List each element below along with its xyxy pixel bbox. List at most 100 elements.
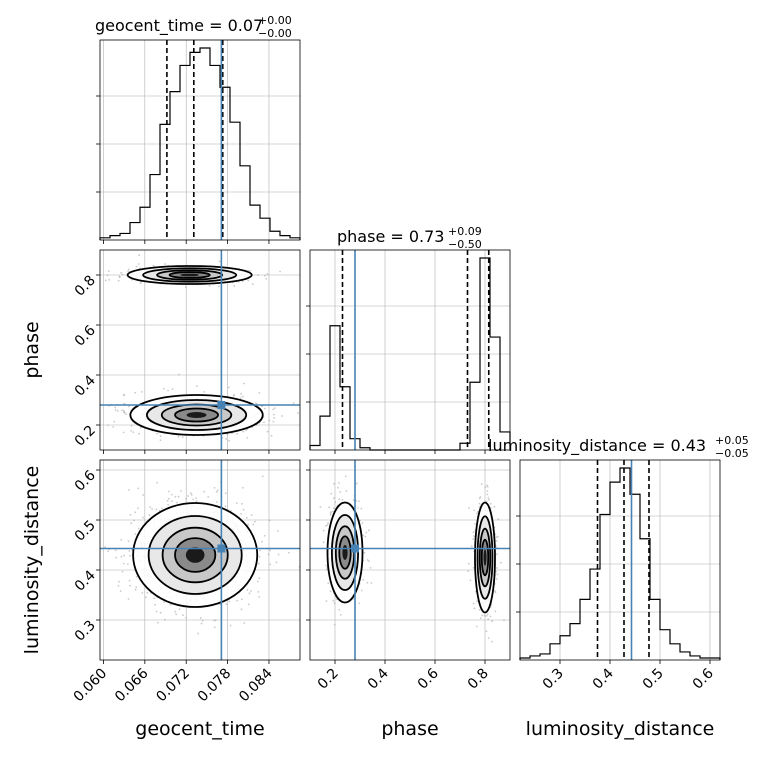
scatter-point bbox=[476, 510, 479, 513]
scatter-point bbox=[467, 570, 470, 572]
scatter-point bbox=[177, 495, 180, 498]
scatter-point bbox=[358, 500, 360, 503]
scatter-point bbox=[236, 599, 239, 602]
scatter-point bbox=[164, 263, 167, 265]
scatter-point bbox=[195, 497, 198, 499]
scatter-point bbox=[130, 522, 133, 525]
ytick-label-phase: 0.6 bbox=[72, 322, 99, 349]
scatter-point bbox=[154, 603, 156, 606]
scatter-point bbox=[333, 602, 336, 605]
scatter-point bbox=[327, 522, 329, 525]
scatter-point bbox=[195, 385, 198, 387]
scatter-point bbox=[264, 274, 266, 277]
contour-0-0 bbox=[126, 265, 253, 285]
scatter-point bbox=[184, 286, 187, 288]
scatter-point bbox=[333, 507, 335, 510]
scatter-point bbox=[57, 276, 59, 278]
scatter-point bbox=[98, 504, 100, 506]
scatter-point bbox=[334, 501, 337, 504]
ytick-label-luminosity-distance: 0.5 bbox=[72, 518, 99, 545]
scatter-point bbox=[361, 522, 364, 524]
scatter-point bbox=[92, 561, 94, 563]
scatter-point bbox=[246, 437, 249, 439]
scatter-point bbox=[108, 278, 111, 281]
title-geocent-time: geocent_time = 0.07 bbox=[95, 16, 263, 36]
scatter-point bbox=[366, 559, 369, 561]
scatter-point bbox=[159, 435, 162, 437]
scatter-point bbox=[114, 409, 117, 411]
scatter-point bbox=[258, 596, 260, 598]
scatter-point bbox=[113, 420, 116, 423]
scatter-point bbox=[117, 410, 119, 412]
scatter-point bbox=[174, 610, 177, 613]
scatter-point bbox=[130, 430, 133, 432]
scatter-point bbox=[215, 501, 218, 503]
ytick-label-phase: 0.4 bbox=[72, 372, 99, 399]
scatter-point bbox=[247, 523, 250, 526]
scatter-point bbox=[169, 603, 172, 606]
contour-0-2 bbox=[156, 269, 224, 281]
scatter-point bbox=[242, 430, 245, 433]
contour-0-0 bbox=[132, 502, 259, 608]
scatter-point bbox=[246, 589, 249, 591]
scatter-point bbox=[159, 611, 162, 614]
scatter-point bbox=[333, 497, 335, 500]
scatter-point bbox=[322, 529, 325, 532]
scatter-point bbox=[263, 407, 266, 410]
scatter-point bbox=[242, 508, 245, 511]
scatter-point bbox=[233, 285, 236, 287]
scatter-point bbox=[495, 540, 498, 542]
scatter-point bbox=[263, 534, 266, 537]
scatter-point bbox=[494, 533, 497, 536]
scatter-point bbox=[213, 619, 215, 622]
scatter-point bbox=[339, 491, 341, 493]
hist-panel-geocent-time bbox=[96, 39, 301, 241]
scatter-point bbox=[497, 535, 499, 538]
scatter-point bbox=[128, 550, 131, 552]
scatter-point bbox=[232, 394, 235, 397]
scatter-point bbox=[155, 508, 158, 511]
scatter-point bbox=[127, 489, 130, 491]
scatter-point bbox=[363, 551, 366, 554]
scatter-point bbox=[187, 495, 190, 497]
scatter-point bbox=[491, 640, 493, 643]
scatter-point bbox=[175, 613, 178, 616]
scatter-point bbox=[120, 539, 123, 541]
truth-marker bbox=[217, 401, 226, 409]
scatter-point bbox=[164, 618, 166, 621]
scatter-point bbox=[287, 551, 290, 554]
ytick-label-luminosity-distance: 0.4 bbox=[72, 567, 99, 594]
scatter-point bbox=[478, 497, 481, 500]
scatter-point bbox=[340, 614, 342, 616]
contour-0-1 bbox=[142, 267, 238, 283]
scatter-point bbox=[292, 402, 295, 404]
scatter-point bbox=[337, 486, 339, 489]
scatter-point bbox=[241, 486, 244, 489]
scatter-point bbox=[245, 517, 248, 519]
scatter-point bbox=[171, 493, 173, 496]
scatter-point bbox=[180, 490, 183, 492]
scatter-point bbox=[123, 411, 126, 414]
scatter-point bbox=[167, 497, 170, 500]
scatter-point bbox=[171, 388, 174, 390]
scatter-point bbox=[267, 553, 270, 556]
scatter-point bbox=[473, 607, 476, 610]
scatter-point bbox=[137, 263, 140, 265]
xlabel-luminosity-distance: luminosity_distance bbox=[526, 718, 715, 740]
scatter-point bbox=[122, 409, 125, 412]
scatter-point bbox=[470, 545, 473, 547]
scatter-point bbox=[248, 592, 251, 595]
scatter-point bbox=[265, 278, 268, 280]
scatter-point bbox=[90, 497, 92, 499]
scatter-point bbox=[279, 270, 281, 273]
scatter-point bbox=[326, 524, 329, 526]
scatter-point bbox=[200, 622, 203, 625]
title-geocent-time-minus: −0.00 bbox=[258, 27, 292, 40]
xtick-label-luminosity-distance: 0.3 bbox=[540, 666, 567, 693]
scatter-point bbox=[207, 496, 210, 498]
scatter-point bbox=[122, 431, 125, 434]
scatter-point bbox=[269, 549, 271, 552]
scatter-point bbox=[145, 596, 147, 599]
contour-0-3 bbox=[174, 537, 217, 573]
